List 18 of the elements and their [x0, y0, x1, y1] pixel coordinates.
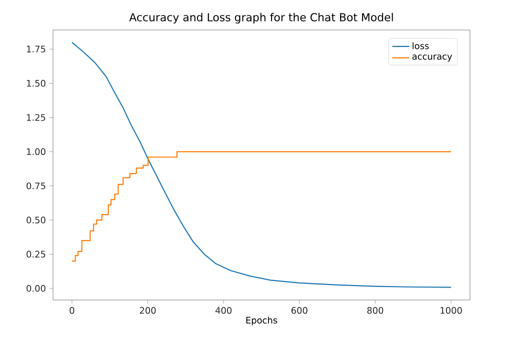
y-tick-label: 0.00	[26, 284, 46, 292]
x-axis-title: Epochs	[246, 316, 278, 326]
x-tick-label: 0	[70, 307, 74, 314]
y-tick-label: 0.50	[26, 216, 46, 224]
x-tick-label: 200	[140, 307, 156, 314]
y-tick-label: 1.00	[27, 148, 46, 156]
y-tick-label: 0.25	[26, 250, 46, 258]
x-tick-label: 1000	[440, 307, 462, 314]
y-tick-label: 1.75	[27, 46, 46, 52]
x-tick-label: 600	[291, 307, 308, 314]
y-tick-label: 1.50	[27, 80, 46, 87]
x-tick-label: 800	[367, 307, 384, 314]
legend-label: loss	[412, 42, 429, 50]
legend-label: accuracy	[412, 54, 452, 62]
x-tick-label: 400	[215, 307, 232, 314]
y-tick-label: 0.75	[26, 182, 46, 190]
y-tick-label: 1.25	[27, 114, 46, 121]
chart-title: Accuracy and Loss graph for the Chat Bot Model	[129, 12, 393, 24]
